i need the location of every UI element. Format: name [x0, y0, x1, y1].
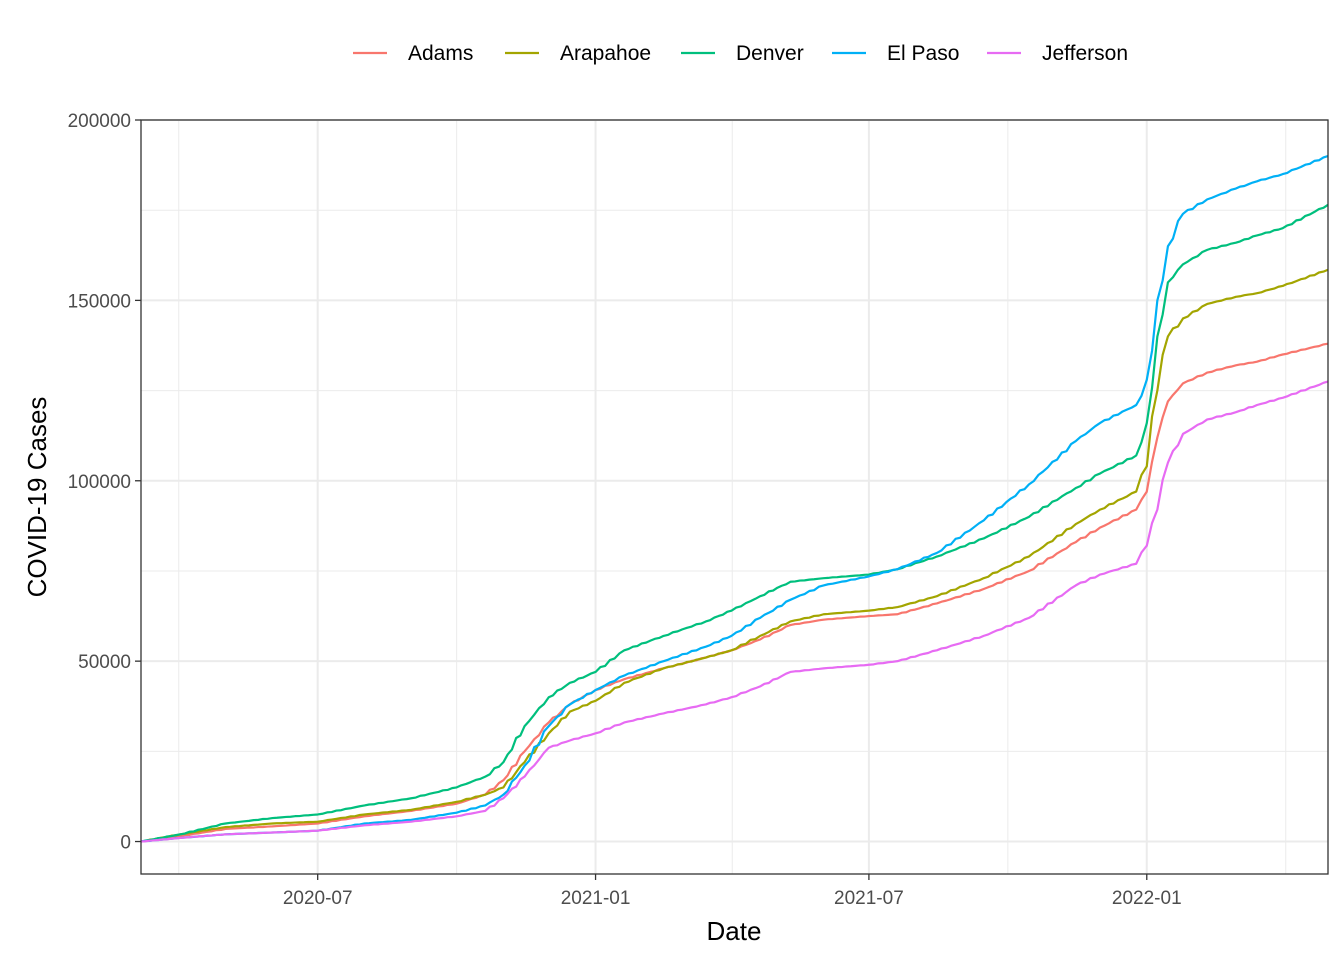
- axes: 0 50000 100000 150000 200000 2020-07 2021-01 20…: [68, 111, 1182, 909]
- y-tick-label: 50000: [78, 652, 131, 673]
- plot-panel-border: [140, 119, 1329, 875]
- series-line-jefferson: [140, 380, 1329, 843]
- y-tick-label: 150000: [68, 291, 131, 312]
- legend-item-adams: Adams: [353, 42, 473, 65]
- x-tick-label: 2022-01: [1112, 888, 1182, 909]
- legend-item-el-paso: El Paso: [832, 42, 959, 65]
- legend-item-denver: Denver: [681, 42, 804, 65]
- y-tick-label: 100000: [68, 472, 131, 493]
- series-lines: [140, 155, 1329, 843]
- legend-item-jefferson: Jefferson: [987, 42, 1128, 65]
- x-tick-label: 2021-01: [561, 888, 631, 909]
- x-tick-label: 2021-07: [834, 888, 904, 909]
- legend-label: Adams: [408, 42, 473, 65]
- legend-label: Arapahoe: [560, 42, 651, 65]
- x-tick-label: 2020-07: [283, 888, 353, 909]
- x-axis-title: Date: [707, 916, 762, 946]
- grid: [141, 119, 1328, 874]
- legend-item-arapahoe: Arapahoe: [505, 42, 651, 65]
- y-tick-label: 0: [120, 833, 131, 854]
- y-tick-label: 200000: [68, 111, 131, 132]
- series-line-el-paso: [140, 155, 1329, 843]
- legend: Adams Arapahoe Denver El Paso Jefferson: [353, 42, 1128, 65]
- y-axis-title: COVID-19 Cases: [22, 397, 52, 598]
- series-line-adams: [140, 342, 1329, 843]
- legend-label: Jefferson: [1042, 42, 1128, 65]
- series-line-arapahoe: [140, 268, 1329, 843]
- legend-label: Denver: [736, 42, 804, 65]
- series-line-denver: [140, 203, 1329, 843]
- legend-label: El Paso: [887, 42, 959, 65]
